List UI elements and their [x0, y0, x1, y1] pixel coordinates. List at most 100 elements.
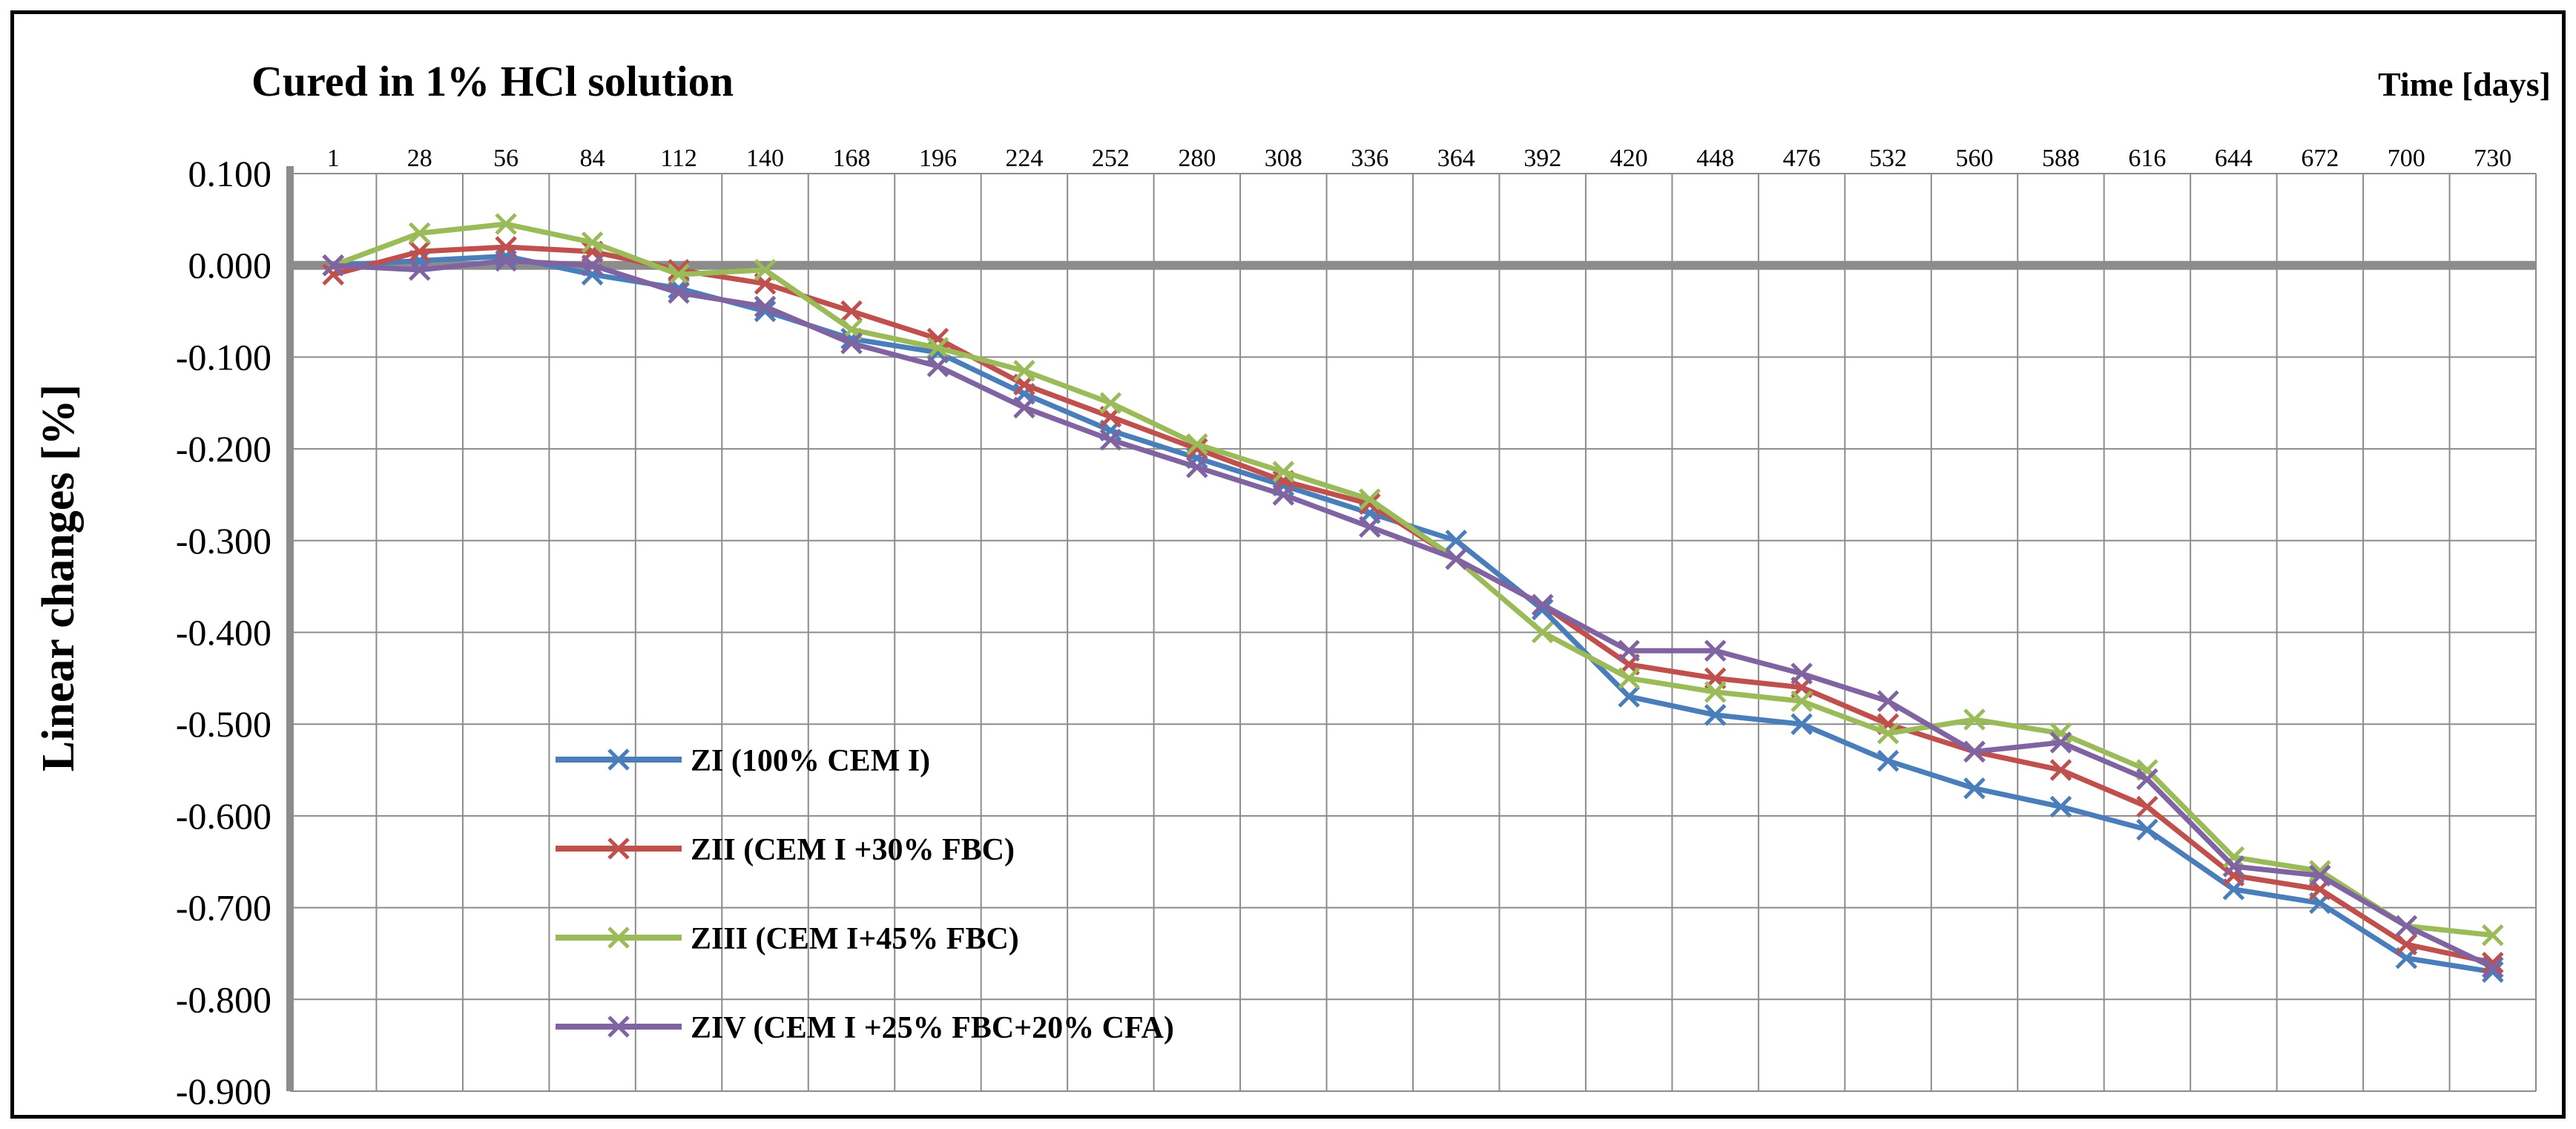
legend-marker-ziii [607, 926, 630, 949]
data-point [1272, 484, 1295, 506]
data-point [1704, 681, 1727, 703]
marker-stroke [1531, 593, 1554, 616]
marker-stroke [2395, 915, 2418, 938]
marker-stroke [2482, 956, 2504, 978]
marker-stroke [2482, 924, 2504, 947]
x-tick-label: 280 [1178, 145, 1216, 172]
series-line [332, 221, 2494, 938]
marker-stroke [2309, 864, 2331, 887]
legend-marker-cross [607, 1016, 630, 1038]
marker-stroke [1186, 433, 1208, 455]
data-point [1877, 749, 1900, 772]
marker-stroke [2049, 759, 2072, 781]
data-point [1359, 516, 1381, 539]
data-point [1445, 547, 1467, 570]
x-tick-label: 28 [407, 145, 432, 172]
data-point [1877, 722, 1900, 745]
marker-stroke [1445, 530, 1467, 552]
marker-stroke [408, 222, 431, 245]
y-tick-label: -0.400 [176, 612, 271, 654]
legend-label-zi: ZI (100% CEM I) [691, 744, 930, 778]
data-point [926, 355, 949, 378]
data-point [2049, 795, 2072, 818]
marker-stroke [408, 240, 431, 263]
marker-stroke [1704, 639, 1727, 662]
x-tick-label: 644 [2215, 145, 2253, 172]
data-point [668, 282, 690, 304]
data-point [1963, 708, 1986, 731]
y-tick-label: 0.000 [188, 245, 272, 286]
data-point [1704, 639, 1727, 662]
legend-item-zii: ZII (CEM I +30% FBC) [556, 833, 1015, 867]
x-tick-label: 364 [1437, 145, 1475, 172]
marker-stroke [1791, 662, 1813, 685]
marker-stroke [1445, 547, 1467, 570]
marker-stroke [2136, 795, 2158, 818]
marker-stroke [1791, 713, 1813, 735]
x-tick-label: 84 [580, 145, 605, 172]
data-point [2049, 731, 2072, 754]
data-point [1186, 433, 1208, 455]
legend-label-zii: ZII (CEM I +30% FBC) [691, 833, 1015, 867]
data-point [1877, 690, 1900, 713]
marker-stroke [1704, 704, 1727, 726]
marker-stroke [1963, 740, 1986, 763]
marker-stroke [1877, 749, 1900, 772]
x-tick-label: 336 [1351, 145, 1389, 172]
data-point [1963, 740, 1986, 763]
x-tick-label: 700 [2388, 145, 2425, 172]
legend-label-ziv: ZIV (CEM I +25% FBC+20% CFA) [691, 1011, 1174, 1045]
x-tick-label: 730 [2474, 145, 2511, 172]
x-tick-label: 56 [493, 145, 518, 172]
marker-stroke [1963, 777, 1986, 800]
y-tick-label: -0.100 [176, 336, 271, 378]
marker-stroke [607, 837, 630, 860]
data-point [1791, 690, 1813, 713]
marker-stroke [668, 259, 690, 281]
marker-stroke [2482, 952, 2504, 974]
data-point [408, 240, 431, 263]
marker-stroke [1186, 438, 1208, 460]
series-4 [322, 249, 2504, 978]
data-point [754, 259, 777, 281]
x-tick-label: 532 [1869, 145, 1907, 172]
data-point [2395, 915, 2418, 938]
data-point [2136, 818, 2158, 841]
marker-stroke [2222, 855, 2245, 878]
x-tick-label: 560 [1956, 145, 1994, 172]
data-point [322, 254, 344, 277]
x-tick-label: 224 [1005, 145, 1043, 172]
marker-stroke [1272, 461, 1295, 483]
marker-stroke [1099, 392, 1122, 415]
y-tick-label: -0.200 [176, 428, 271, 470]
legend-marker-cross [607, 837, 630, 860]
marker-stroke [2136, 818, 2158, 841]
marker-stroke [581, 254, 604, 277]
x-tick-label: 448 [1696, 145, 1734, 172]
marker-stroke [607, 748, 630, 771]
marker-stroke [495, 213, 517, 235]
x-tick-label: 1 [327, 145, 340, 172]
series-line [333, 258, 2494, 970]
marker-stroke [2222, 846, 2245, 869]
data-point [1618, 685, 1640, 708]
y-tick-label: -0.700 [176, 887, 271, 929]
data-point [926, 337, 949, 359]
marker-stroke [1359, 516, 1381, 539]
y-tick-label: -0.500 [176, 703, 271, 745]
x-tick-label: 140 [746, 145, 784, 172]
data-point [1272, 461, 1295, 483]
marker-stroke [495, 249, 517, 272]
x-tick-label: 112 [660, 145, 697, 172]
data-point [581, 231, 604, 254]
grid-layer [289, 173, 2537, 1092]
x-tick-label: 672 [2301, 145, 2339, 172]
marker-stroke [754, 300, 777, 323]
marker-stroke [668, 282, 690, 304]
data-point [1704, 704, 1727, 726]
data-point [2049, 759, 2072, 781]
data-point [1791, 713, 1813, 735]
marker-stroke [1877, 690, 1900, 713]
marker-stroke [1531, 598, 1554, 621]
y-tick-label: -0.800 [176, 978, 271, 1020]
